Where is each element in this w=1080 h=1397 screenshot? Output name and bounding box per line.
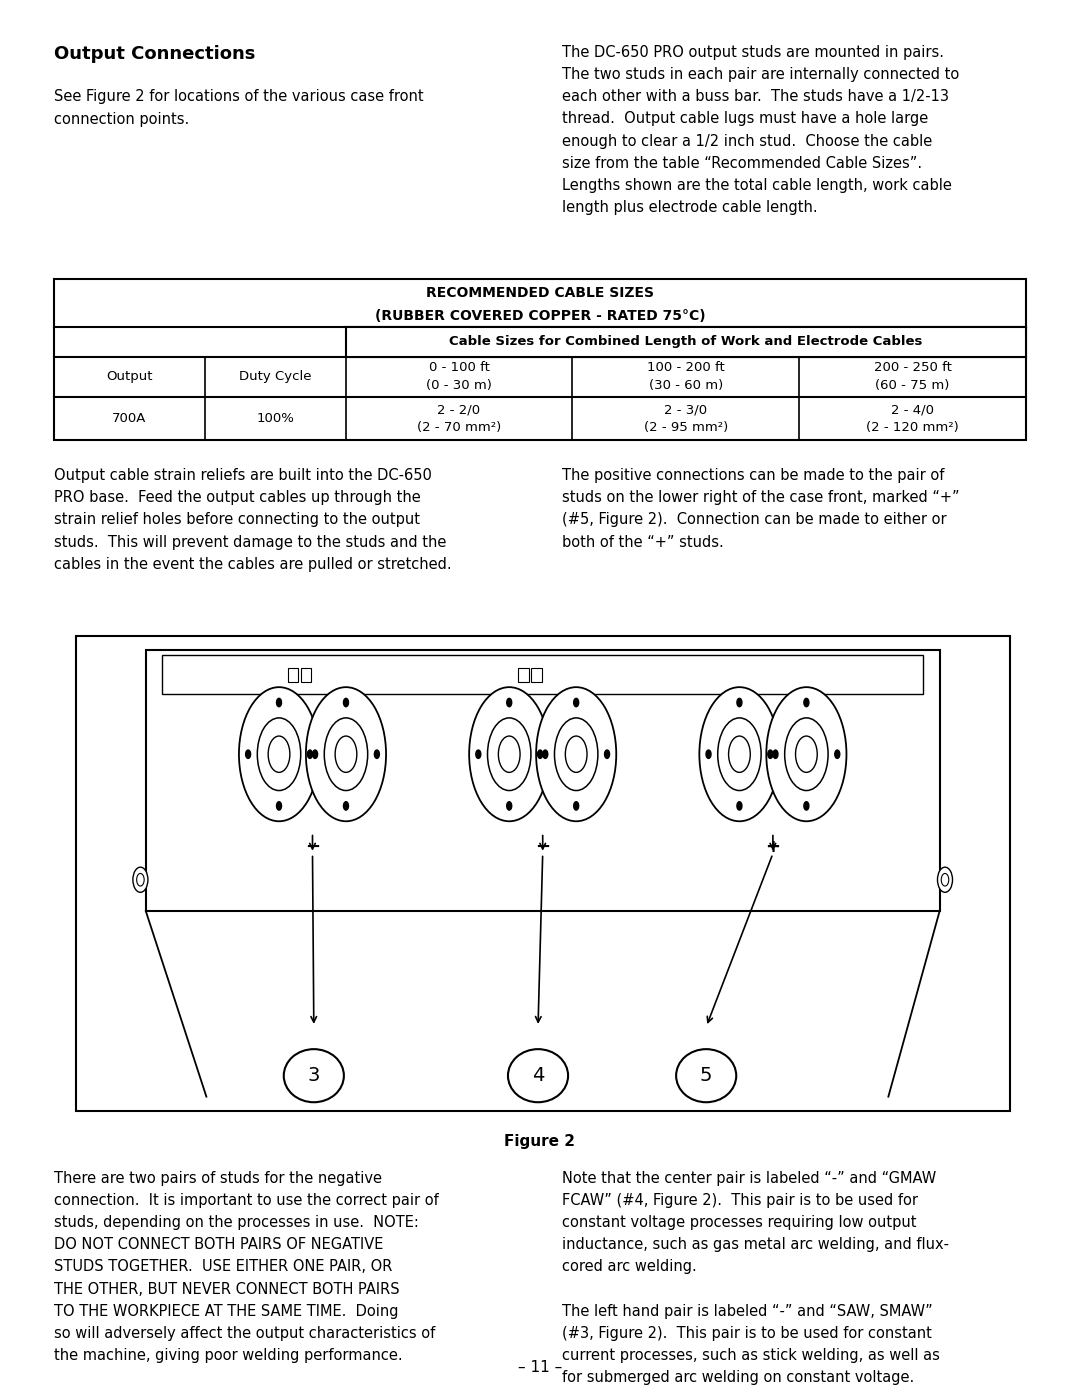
Ellipse shape [737,802,742,810]
Ellipse shape [137,873,144,886]
Ellipse shape [835,750,840,759]
Text: −: − [535,838,551,856]
Ellipse shape [343,698,349,707]
Text: Output: Output [106,370,152,384]
Text: 100%: 100% [256,412,294,425]
Bar [146,650,940,911]
Ellipse shape [942,873,948,886]
Bar [531,668,542,682]
Ellipse shape [718,718,761,791]
Text: 2 - 4/0
(2 - 120 mm²): 2 - 4/0 (2 - 120 mm²) [866,404,959,434]
Ellipse shape [573,698,579,707]
Ellipse shape [700,687,780,821]
Ellipse shape [507,802,512,810]
Text: Figure 2: Figure 2 [504,1134,576,1150]
Ellipse shape [804,698,809,707]
Bar [518,668,529,682]
Ellipse shape [306,687,386,821]
Ellipse shape [133,868,148,893]
Ellipse shape [605,750,609,759]
Bar [54,279,1026,440]
Text: Output cable strain reliefs are built into the DC-650
PRO base.  Feed the output: Output cable strain reliefs are built in… [54,468,451,571]
Ellipse shape [767,687,847,821]
Text: The DC-650 PRO output studs are mounted in pairs.
The two studs in each pair are: The DC-650 PRO output studs are mounted … [562,45,959,215]
Bar [162,655,923,694]
Ellipse shape [245,750,251,759]
Ellipse shape [536,687,617,821]
Ellipse shape [324,718,367,791]
Text: (RUBBER COVERED COPPER - RATED 75°C): (RUBBER COVERED COPPER - RATED 75°C) [375,309,705,323]
Ellipse shape [785,718,828,791]
Text: There are two pairs of studs for the negative
connection.  It is important to us: There are two pairs of studs for the neg… [54,1171,438,1363]
Ellipse shape [476,750,481,759]
Ellipse shape [487,718,531,791]
Ellipse shape [676,1049,737,1102]
Text: Note that the center pair is labeled “-” and “GMAW
FCAW” (#4, Figure 2).  This p: Note that the center pair is labeled “-”… [562,1171,948,1386]
Ellipse shape [554,718,598,791]
Ellipse shape [796,736,818,773]
Text: 0 - 100 ft
(0 - 30 m): 0 - 100 ft (0 - 30 m) [427,362,491,393]
Ellipse shape [284,1049,343,1102]
Ellipse shape [312,750,318,759]
Ellipse shape [257,718,300,791]
Ellipse shape [538,750,542,759]
Text: 200 - 250 ft
(60 - 75 m): 200 - 250 ft (60 - 75 m) [874,362,951,393]
Ellipse shape [375,750,379,759]
Text: 100 - 200 ft
(30 - 60 m): 100 - 200 ft (30 - 60 m) [647,362,725,393]
Text: 4: 4 [531,1066,544,1085]
Ellipse shape [804,802,809,810]
Text: RECOMMENDED CABLE SIZES: RECOMMENDED CABLE SIZES [426,286,654,300]
Ellipse shape [507,698,512,707]
Text: The positive connections can be made to the pair of
studs on the lower right of : The positive connections can be made to … [562,468,959,549]
Ellipse shape [469,687,550,821]
Ellipse shape [498,736,521,773]
Text: 700A: 700A [112,412,147,425]
Ellipse shape [276,698,282,707]
Text: 2 - 2/0
(2 - 70 mm²): 2 - 2/0 (2 - 70 mm²) [417,404,501,434]
Ellipse shape [508,1049,568,1102]
Ellipse shape [729,736,751,773]
Ellipse shape [773,750,778,759]
Text: See Figure 2 for locations of the various case front
connection points.: See Figure 2 for locations of the variou… [54,89,423,127]
Text: −: − [305,838,320,856]
Bar [300,668,311,682]
Text: 2 - 3/0
(2 - 95 mm²): 2 - 3/0 (2 - 95 mm²) [644,404,728,434]
Ellipse shape [768,750,773,759]
Ellipse shape [268,736,289,773]
Ellipse shape [335,736,356,773]
Text: Cable Sizes for Combined Length of Work and Electrode Cables: Cable Sizes for Combined Length of Work … [449,335,922,348]
Text: 5: 5 [700,1066,713,1085]
Text: Output Connections: Output Connections [54,45,255,63]
Bar [76,636,1010,1111]
Ellipse shape [343,802,349,810]
Ellipse shape [543,750,548,759]
Ellipse shape [937,868,953,893]
Ellipse shape [308,750,312,759]
Ellipse shape [565,736,588,773]
Bar [287,668,298,682]
Ellipse shape [706,750,711,759]
Text: – 11 –: – 11 – [518,1359,562,1375]
Ellipse shape [276,802,282,810]
Ellipse shape [573,802,579,810]
Text: 3: 3 [308,1066,320,1085]
Ellipse shape [737,698,742,707]
Ellipse shape [239,687,319,821]
Text: Duty Cycle: Duty Cycle [239,370,311,384]
Text: +: + [766,838,781,856]
Bar [346,327,1026,356]
